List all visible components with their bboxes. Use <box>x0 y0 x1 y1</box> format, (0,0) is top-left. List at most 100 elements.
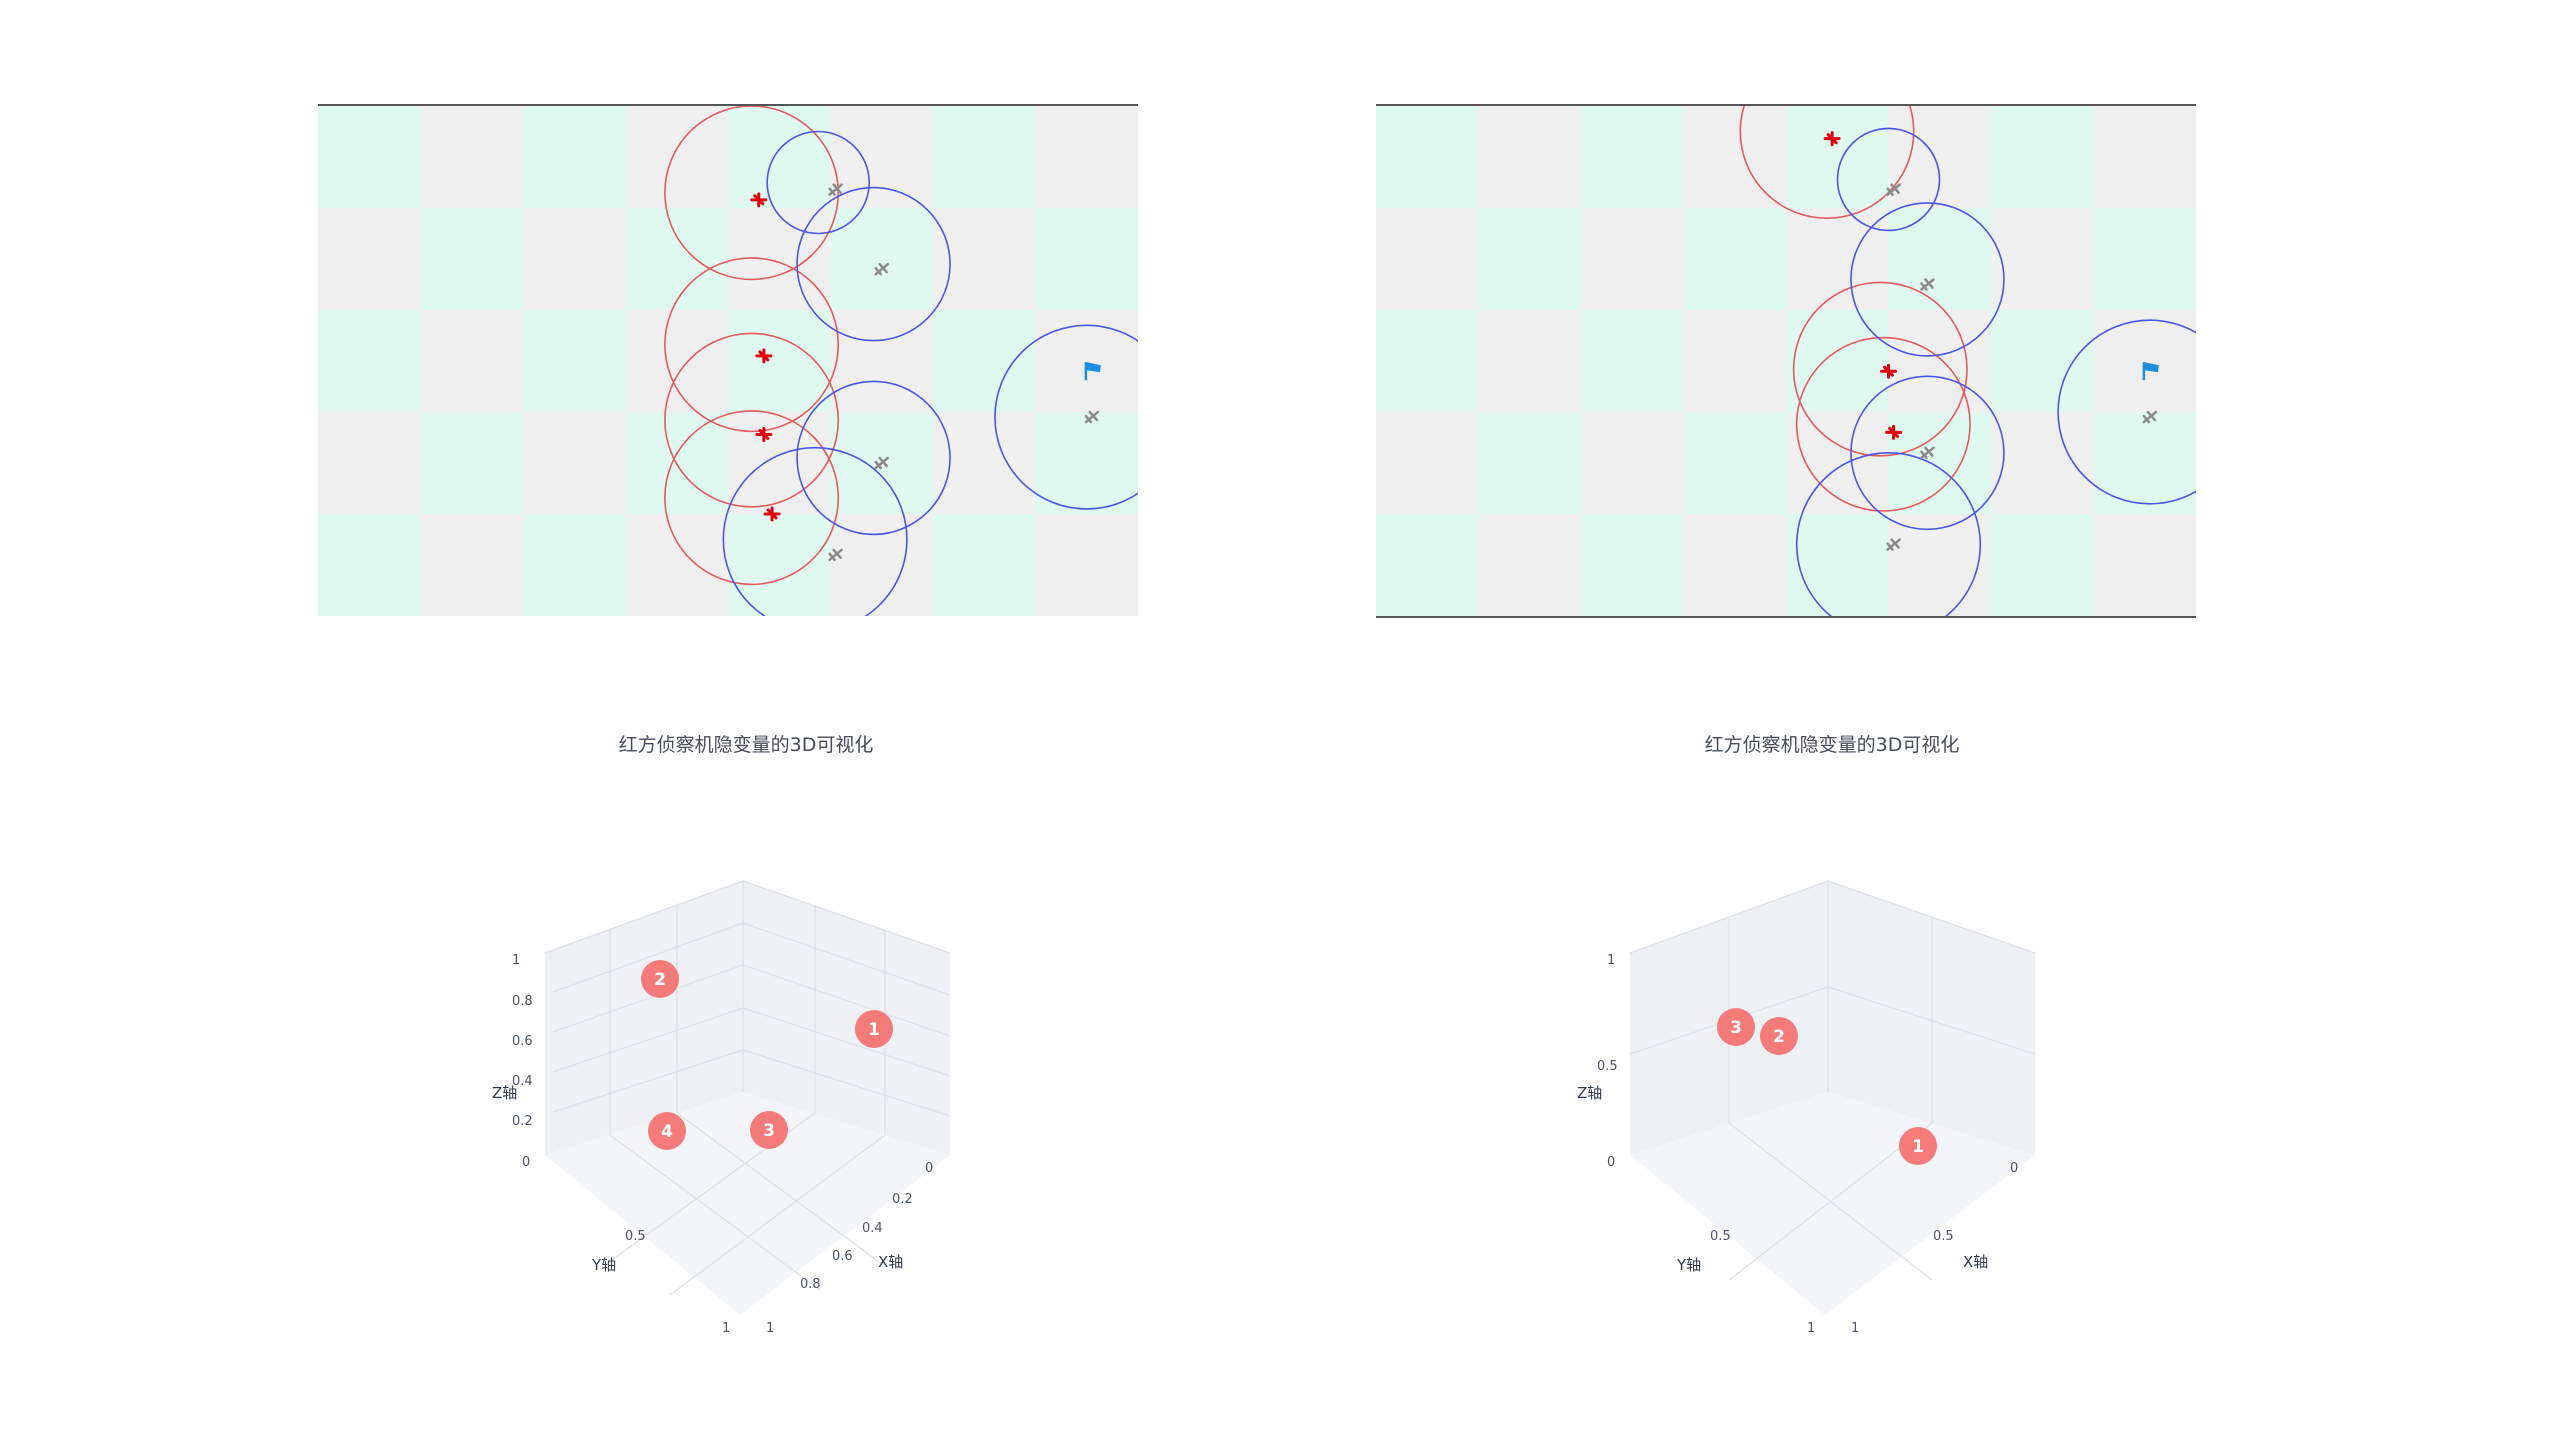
red-detection-ring <box>1739 106 1915 219</box>
flag-icon <box>2142 362 2159 381</box>
left-chart-title: 红方侦察机隐变量的3D可视化 <box>618 734 874 756</box>
board-tile <box>1478 106 1582 209</box>
z-axis-ticks: 0 0.5 1 <box>1597 953 1618 1170</box>
marker-label: 4 <box>661 1122 673 1142</box>
z-tick: 0.4 <box>512 1074 533 1089</box>
board-tile <box>523 106 626 209</box>
marker[interactable] <box>855 1010 893 1048</box>
board-tile <box>1035 514 1138 616</box>
board-tile <box>1786 514 1889 616</box>
marker-label: 3 <box>1730 1018 1742 1038</box>
y-tick: 0.5 <box>625 1229 646 1244</box>
board-tile <box>728 514 831 616</box>
y-tick: 1 <box>722 1321 730 1336</box>
point-2[interactable]: 2 <box>641 960 679 998</box>
board-tile <box>1991 412 2094 515</box>
blue-detection-ring <box>1850 375 2005 531</box>
red-detection-ring <box>664 257 840 433</box>
z-axis-ticks: 0 0.2 0.4 0.6 0.8 1 <box>512 953 533 1170</box>
board-tile <box>1786 208 1889 311</box>
flag-cloth <box>1086 362 1101 373</box>
board-tile <box>318 208 421 311</box>
x-tick: 0.8 <box>800 1277 821 1292</box>
blue-aircraft-icon[interactable] <box>2142 410 2158 424</box>
y-axis-title: Y轴 <box>1676 1256 1701 1274</box>
board-tile <box>1376 310 1479 413</box>
board-tile <box>2093 106 2196 209</box>
red-aircraft-icon[interactable] <box>1880 363 1897 379</box>
blue-aircraft-icon[interactable] <box>874 262 889 276</box>
board-tile <box>1991 106 2094 209</box>
x-axis-ticks: 0 0.5 1 <box>1851 1161 2018 1336</box>
board-tile <box>420 310 524 413</box>
marker[interactable] <box>1899 1127 1937 1165</box>
board-tile <box>625 208 729 311</box>
marker[interactable] <box>641 960 679 998</box>
blue-aircraft-icon[interactable] <box>1920 446 1935 460</box>
left-3d-svg: 0 0.2 0.4 0.6 0.8 1 Z轴 0.5 1 Y轴 0 0.2 0.… <box>492 880 951 1336</box>
blue-aircraft-icon[interactable] <box>828 548 843 562</box>
point-3[interactable]: 3 <box>1717 1008 1755 1046</box>
marker[interactable] <box>1717 1008 1755 1046</box>
blue-aircraft-icon[interactable] <box>828 183 843 196</box>
blue-aircraft-icon[interactable] <box>1084 410 1100 424</box>
z-tick: 1 <box>512 953 520 968</box>
red-detection-ring <box>664 106 840 281</box>
board-tile <box>1991 208 2094 311</box>
x-tick: 0.2 <box>892 1192 913 1207</box>
point-2[interactable]: 2 <box>1760 1017 1798 1055</box>
board-tile <box>1888 412 1992 515</box>
red-aircraft-icon[interactable] <box>755 348 773 364</box>
board-tile <box>933 412 1036 515</box>
z-tick: 0.6 <box>512 1034 533 1049</box>
board-tile <box>1683 310 1787 413</box>
blue-detection-ring <box>796 186 951 342</box>
blue-aircraft-icon[interactable] <box>1886 183 1901 196</box>
board-tile <box>1376 106 1479 209</box>
board-tile <box>933 310 1036 413</box>
z-tick: 0 <box>522 1155 530 1170</box>
board-tile <box>1376 412 1479 515</box>
board-tile <box>1786 412 1889 515</box>
board-tile <box>523 310 626 413</box>
point-4[interactable]: 4 <box>648 1112 686 1150</box>
left-game-board <box>318 104 1138 616</box>
red-aircraft-icon[interactable] <box>763 506 781 522</box>
red-aircraft-icon[interactable] <box>750 192 768 208</box>
back-wall-left <box>545 881 743 1155</box>
board-tile <box>1888 106 1992 209</box>
marker[interactable] <box>750 1111 788 1149</box>
board-tile <box>1888 310 1992 413</box>
marker-label: 1 <box>868 1020 880 1040</box>
board-tile <box>728 208 831 311</box>
blue-aircraft-icon[interactable] <box>1886 538 1901 551</box>
right-3d-plot[interactable]: 0 0.5 1 Z轴 0.5 1 Y轴 0 0.5 1 X轴 1 2 3 <box>1555 860 2075 1340</box>
x-axis-title: X轴 <box>878 1253 903 1271</box>
blue-aircraft-icon[interactable] <box>874 456 889 470</box>
board-tile <box>318 310 421 413</box>
red-detection-ring <box>1795 336 1971 512</box>
point-1[interactable]: 1 <box>855 1010 893 1048</box>
board-tile <box>2093 514 2196 616</box>
marker[interactable] <box>648 1112 686 1150</box>
red-aircraft-icon[interactable] <box>755 426 773 442</box>
blue-aircraft-icon[interactable] <box>1920 278 1935 291</box>
left-3d-plot[interactable]: 0 0.2 0.4 0.6 0.8 1 Z轴 0.5 1 Y轴 0 0.2 0.… <box>470 860 990 1340</box>
blue-detection-ring <box>766 130 871 235</box>
board-tile <box>1991 310 2094 413</box>
y-axis-ticks: 0.5 1 <box>1710 1229 1815 1336</box>
red-aircraft-icon[interactable] <box>1823 131 1841 147</box>
board-tile <box>1991 514 2094 616</box>
board-tile <box>1683 412 1787 515</box>
x-tick: 0 <box>925 1161 933 1176</box>
point-3[interactable]: 3 <box>750 1111 788 1149</box>
point-1[interactable]: 1 <box>1899 1127 1937 1165</box>
red-aircraft-icon[interactable] <box>1885 424 1903 440</box>
back-wall-right <box>743 881 950 1155</box>
x-tick: 0 <box>2010 1161 2018 1176</box>
board-tile <box>1581 106 1684 209</box>
marker[interactable] <box>1760 1017 1798 1055</box>
red-detection-ring <box>664 410 840 586</box>
board-tile <box>933 514 1036 616</box>
board-tile <box>1888 208 1992 311</box>
